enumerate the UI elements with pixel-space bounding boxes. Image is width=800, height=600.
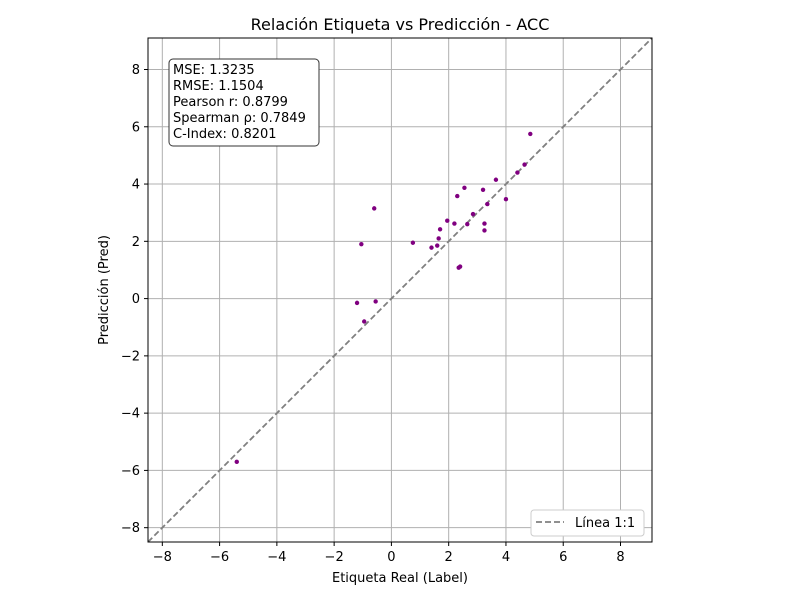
data-point bbox=[410, 240, 416, 245]
y-tick-label: −8 bbox=[121, 521, 140, 536]
x-axis: −8 −6 −4 −2 0 2 4 6 8 bbox=[153, 542, 625, 565]
data-point bbox=[234, 459, 239, 465]
stats-cindex: C-Index: 0.8201 bbox=[173, 127, 277, 142]
data-point bbox=[470, 211, 476, 217]
data-point bbox=[515, 170, 520, 175]
data-point bbox=[455, 193, 460, 199]
data-point bbox=[528, 131, 533, 137]
x-tick-label: −4 bbox=[267, 550, 286, 565]
data-point bbox=[436, 236, 441, 241]
grid bbox=[148, 38, 652, 542]
data-point bbox=[452, 221, 457, 226]
legend-box bbox=[530, 509, 645, 537]
data-point bbox=[359, 241, 364, 247]
data-point bbox=[480, 187, 486, 192]
stats-box bbox=[168, 58, 320, 147]
legend-label: Línea 1:1 bbox=[575, 516, 635, 531]
reference-line-1-1 bbox=[148, 38, 652, 542]
plot-frame bbox=[147, 37, 653, 543]
x-tick-label: 2 bbox=[445, 550, 453, 565]
x-tick-label: 0 bbox=[387, 550, 395, 565]
y-tick-label: 2 bbox=[132, 235, 140, 250]
y-tick-label: 6 bbox=[132, 120, 140, 135]
data-point bbox=[373, 299, 378, 304]
data-point bbox=[482, 221, 487, 226]
y-tick-label: −4 bbox=[121, 407, 140, 422]
data-point bbox=[362, 319, 367, 324]
y-axis: −8 −6 −4 −2 0 2 4 6 8 bbox=[121, 63, 148, 536]
data-point bbox=[445, 218, 450, 223]
x-axis-label: Etiqueta Real (Label) bbox=[332, 571, 468, 586]
data-point bbox=[493, 177, 499, 182]
data-point bbox=[522, 162, 527, 167]
y-tick-label: −6 bbox=[121, 464, 140, 479]
x-tick-label: −8 bbox=[153, 550, 172, 565]
stats-spearman: Spearman ρ: 0.7849 bbox=[173, 111, 306, 126]
data-point bbox=[435, 243, 440, 248]
y-tick-label: 4 bbox=[132, 178, 140, 193]
data-point bbox=[354, 300, 360, 306]
stats-rmse: RMSE: 1.1504 bbox=[173, 79, 264, 94]
data-point bbox=[429, 245, 434, 250]
stats-annotation: MSE: 1.3235 RMSE: 1.1504 Pearson r: 0.87… bbox=[168, 58, 320, 147]
data-point bbox=[462, 185, 467, 190]
stats-pearson: Pearson r: 0.8799 bbox=[173, 95, 288, 110]
y-tick-label: 8 bbox=[132, 63, 140, 78]
legend: Línea 1:1 bbox=[530, 509, 645, 537]
stats-mse: MSE: 1.3235 bbox=[173, 63, 255, 78]
y-tick-label: 0 bbox=[132, 292, 140, 307]
y-axis-label: Predicción (Pred) bbox=[97, 235, 112, 345]
y-tick-label: −2 bbox=[121, 349, 140, 364]
x-tick-label: 4 bbox=[502, 550, 510, 565]
chart-title: Relación Etiqueta vs Predicción - ACC bbox=[251, 15, 550, 34]
data-point bbox=[485, 201, 490, 207]
data-point bbox=[457, 264, 463, 269]
data-point bbox=[372, 206, 377, 211]
data-points bbox=[234, 131, 533, 465]
data-point bbox=[465, 221, 470, 227]
data-point bbox=[503, 197, 509, 202]
data-point bbox=[482, 228, 487, 233]
x-tick-label: −6 bbox=[210, 550, 229, 565]
x-tick-label: 6 bbox=[559, 550, 567, 565]
x-tick-label: −2 bbox=[325, 550, 344, 565]
x-tick-label: 8 bbox=[616, 550, 624, 565]
data-point bbox=[437, 227, 443, 232]
